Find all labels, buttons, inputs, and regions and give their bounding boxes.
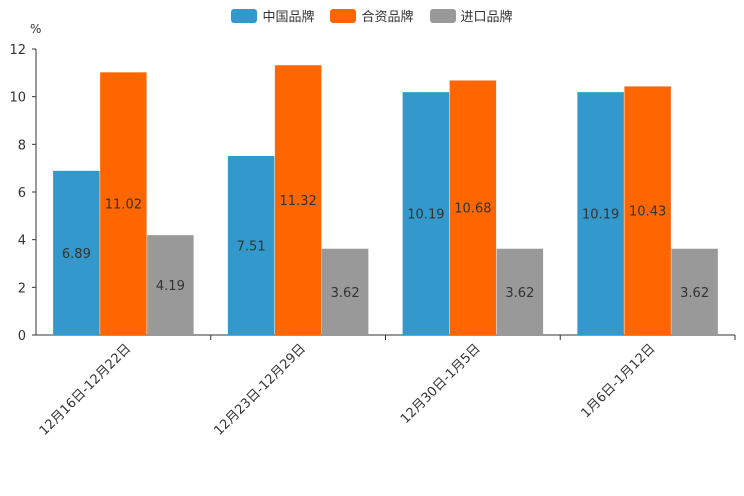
data-label-1-0: 11.02 xyxy=(105,198,142,213)
bar-2-0 xyxy=(147,235,194,335)
y-tick-label-4: 8 xyxy=(18,138,26,153)
data-label-0-0: 6.89 xyxy=(62,247,91,262)
bar-2-3 xyxy=(671,248,718,335)
y-tick-label-2: 4 xyxy=(18,234,26,249)
x-tick-label-2: 12月30日-1月5日 xyxy=(398,341,484,427)
legend: 中国品牌 合资品牌 进口品牌 xyxy=(0,6,744,25)
data-label-2-2: 3.62 xyxy=(505,286,534,301)
legend-swatch-import-brand xyxy=(429,8,456,23)
bar-1-2 xyxy=(449,80,497,336)
bar-0-2 xyxy=(402,92,450,335)
data-label-1-3: 10.43 xyxy=(629,205,666,220)
data-label-1-2: 10.68 xyxy=(454,202,491,217)
bar-2-1 xyxy=(321,248,369,335)
legend-label-china-brand: 中国品牌 xyxy=(262,10,315,25)
bar-2-2 xyxy=(496,248,544,335)
y-axis-unit: % xyxy=(30,22,42,36)
legend-swatch-china-brand xyxy=(231,8,258,23)
bar-1-3 xyxy=(624,86,671,335)
legend-label-import-brand: 进口品牌 xyxy=(460,10,513,25)
y-tick-label-1: 2 xyxy=(18,281,26,296)
y-tick-label-5: 10 xyxy=(9,91,26,106)
bar-1-1 xyxy=(274,65,322,335)
legend-swatch-jv-brand xyxy=(330,8,357,23)
legend-item-import-brand[interactable]: 进口品牌 xyxy=(429,6,513,25)
bar-0-1 xyxy=(227,156,275,335)
data-label-2-0: 4.19 xyxy=(156,279,185,294)
data-label-0-1: 7.51 xyxy=(237,240,266,255)
bar-0-0 xyxy=(53,170,100,335)
data-label-2-3: 3.62 xyxy=(680,286,709,301)
x-tick-label-3: 1月6日-1月12日 xyxy=(579,341,659,421)
x-tick-label-1: 12月23日-12月29日 xyxy=(211,341,308,438)
y-tick-label-6: 12 xyxy=(9,43,26,58)
data-label-2-1: 3.62 xyxy=(331,286,360,301)
y-tick-label-3: 6 xyxy=(18,186,26,201)
data-label-1-1: 11.32 xyxy=(280,194,317,209)
legend-item-china-brand[interactable]: 中国品牌 xyxy=(231,6,314,25)
data-label-0-2: 10.19 xyxy=(407,208,444,223)
bar-1-0 xyxy=(100,72,147,336)
x-tick-label-0: 12月16日-12月22日 xyxy=(37,341,134,438)
legend-label-jv-brand: 合资品牌 xyxy=(361,10,414,25)
bar-0-3 xyxy=(577,92,624,335)
legend-item-jv-brand[interactable]: 合资品牌 xyxy=(330,6,414,25)
y-tick-label-0: 0 xyxy=(18,329,26,344)
data-label-0-3: 10.19 xyxy=(582,208,619,223)
